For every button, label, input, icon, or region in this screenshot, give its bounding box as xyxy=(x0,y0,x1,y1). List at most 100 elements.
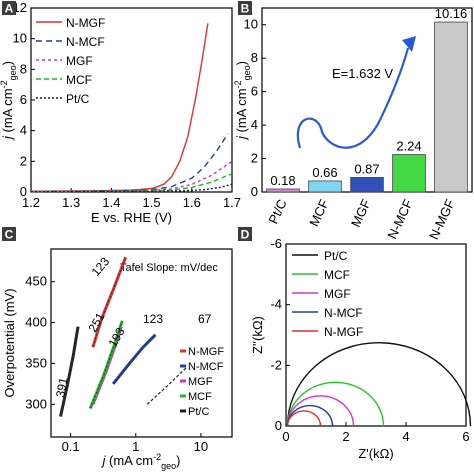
bar-value-label: 10.16 xyxy=(435,6,468,21)
series-line xyxy=(30,183,233,193)
nyquist-arc xyxy=(286,410,322,427)
x-tick-label: 1.4 xyxy=(102,195,120,210)
category-label: N-MCF xyxy=(384,197,415,241)
x-tick-label: 4 xyxy=(402,429,409,444)
bar-value-label: 0.66 xyxy=(312,165,337,180)
x-axis-label: j (mA cm-2geo) xyxy=(101,452,181,471)
bar xyxy=(350,177,384,193)
y-tick-label: 300 xyxy=(25,396,47,411)
bar-value-label: 0.18 xyxy=(270,173,295,188)
x-tick-label: 2 xyxy=(342,429,349,444)
series-line xyxy=(30,23,209,192)
y-tick-label: -6 xyxy=(270,236,282,251)
fit-line xyxy=(112,334,156,385)
bar xyxy=(434,21,468,193)
legend-label: Pt/C xyxy=(188,406,209,418)
bar-value-label: 0.87 xyxy=(354,161,379,176)
slope-label: 67 xyxy=(198,312,212,326)
panel-label: C xyxy=(5,228,14,242)
x-tick-label: 1.2 xyxy=(22,195,40,210)
panel-label: D xyxy=(241,228,250,242)
legend-label: Pt/C xyxy=(324,249,348,263)
x-tick-label: 6 xyxy=(462,429,469,444)
bar xyxy=(308,180,342,193)
category-label: Pt/C xyxy=(265,197,289,226)
x-axis-label: Z'(kΩ) xyxy=(358,446,393,461)
fit-line xyxy=(92,256,127,348)
fit-line xyxy=(60,326,79,417)
slope-label: 123 xyxy=(143,312,163,326)
annotation-text: Tafel Slope: mV/dec xyxy=(120,262,218,274)
y-tick-label: 10 xyxy=(244,17,258,32)
plot-frame xyxy=(285,243,467,427)
nyquist-arc xyxy=(286,342,472,427)
y-tick-label: 450 xyxy=(25,274,47,289)
y-tick-label: 12 xyxy=(13,0,27,15)
series-line xyxy=(30,160,233,193)
panel-label-box xyxy=(2,1,16,15)
x-tick-label: 10 xyxy=(194,439,208,454)
plot-frame xyxy=(30,7,233,193)
bar-value-label: 2.24 xyxy=(396,139,421,154)
nyquist-arc xyxy=(286,395,355,427)
x-tick-label: 0.1 xyxy=(62,439,80,454)
plot-frame xyxy=(50,248,233,438)
y-tick-label: 2 xyxy=(20,153,27,168)
panel-label: B xyxy=(241,2,250,16)
y-tick-label: 8 xyxy=(20,61,27,76)
y-tick-label: 2 xyxy=(251,151,258,166)
y-tick-label: 0 xyxy=(275,418,282,433)
legend-label: N-MGF xyxy=(324,325,363,339)
trend-arrow xyxy=(296,47,410,149)
x-tick-label: 1.6 xyxy=(183,195,201,210)
x-tick-label: 1.5 xyxy=(143,195,161,210)
y-tick-label: -2 xyxy=(270,357,282,372)
y-tick-label: 0 xyxy=(20,184,27,199)
y-tick-label: 400 xyxy=(25,315,47,330)
x-tick-label: 0 xyxy=(282,429,289,444)
panel-label: A xyxy=(5,2,14,16)
y-axis-label: Overpotential (mV) xyxy=(2,288,17,397)
y-axis-label: j (mA cm-2geo) xyxy=(0,61,18,141)
legend-label: N-MCF xyxy=(66,35,105,49)
nyquist-arc xyxy=(286,381,385,427)
legend-label: MCF xyxy=(324,268,350,282)
y-tick-label: 8 xyxy=(251,50,258,65)
legend-label: N-MGF xyxy=(188,346,224,358)
y-tick-label: -4 xyxy=(270,297,282,312)
legend-label: MCF xyxy=(66,73,92,87)
y-tick-label: 4 xyxy=(20,123,27,138)
legend-label: MGF xyxy=(324,287,351,301)
category-label: N-MGF xyxy=(426,197,458,242)
legend-label: N-MCF xyxy=(188,361,224,373)
y-tick-label: 350 xyxy=(25,355,47,370)
fit-line xyxy=(89,320,123,409)
series-line xyxy=(30,133,229,193)
y-tick-label: 6 xyxy=(20,92,27,107)
legend-label: Pt/C xyxy=(66,92,90,106)
y-tick-label: 10 xyxy=(13,31,27,46)
legend-label: MGF xyxy=(188,376,213,388)
slope-label: 193 xyxy=(105,325,127,350)
series-line xyxy=(146,367,187,405)
x-tick-label: 1 xyxy=(132,439,139,454)
legend-label: MCF xyxy=(188,391,212,403)
category-label: MCF xyxy=(306,197,332,229)
panel-label-box xyxy=(2,227,16,241)
trend-arrow-head xyxy=(402,36,416,52)
x-axis-label: E vs. RHE (V) xyxy=(91,210,172,225)
bar xyxy=(266,188,300,193)
y-axis-label: Z''(kΩ) xyxy=(250,316,265,354)
x-tick-label: 1.7 xyxy=(223,195,241,210)
slope-label: 391 xyxy=(53,376,70,398)
panel-label-box xyxy=(238,1,252,15)
annotation-text: E=1.632 V xyxy=(332,66,393,81)
legend-label: N-MGF xyxy=(66,16,105,30)
bar xyxy=(392,154,426,193)
y-tick-label: 4 xyxy=(251,117,258,132)
x-tick-label: 1.3 xyxy=(62,195,80,210)
y-tick-label: 6 xyxy=(251,84,258,99)
y-axis-label: j (mA cm-2geo) xyxy=(233,61,252,141)
legend-label: MGF xyxy=(66,54,93,68)
